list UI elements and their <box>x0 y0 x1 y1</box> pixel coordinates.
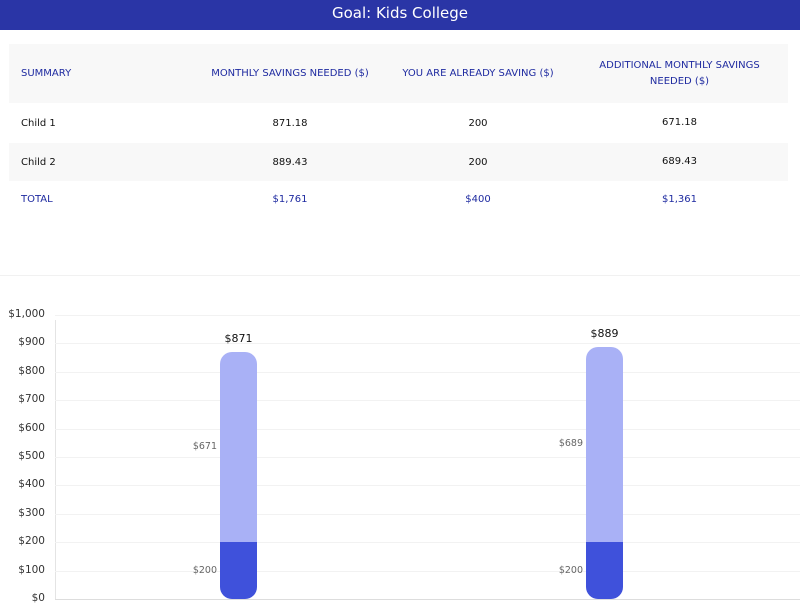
column-header-already-saving: YOU ARE ALREADY SAVING ($) <box>402 68 554 79</box>
y-tick-label: $300 <box>18 506 45 519</box>
y-tick-label: $200 <box>18 535 45 548</box>
gridline <box>55 315 800 316</box>
page-header: Goal: Kids College <box>0 0 800 30</box>
bar-total-label: $889 <box>590 326 619 340</box>
table-header-row: SUMMARY MONTHLY SAVINGS NEEDED ($) YOU A… <box>9 44 788 103</box>
y-tick-label: $900 <box>18 336 45 349</box>
total-already-saving: $400 <box>465 194 491 205</box>
bar-segment-already-saving <box>220 542 257 599</box>
gridline <box>55 570 800 572</box>
gridline <box>55 400 800 402</box>
bar-segment-label-already-saving: $200 <box>558 564 583 576</box>
table-row: Child 2 889.43 200 689.43 <box>9 143 788 181</box>
y-tick-label: $1,000 <box>8 308 45 320</box>
additional-needed-value: 689.43 <box>662 156 697 167</box>
total-label: TOTAL <box>21 194 53 205</box>
section-divider <box>0 275 800 276</box>
y-tick-label: $700 <box>18 393 45 406</box>
bar-segment-label-additional: $689 <box>558 438 583 450</box>
total-additional-needed: $1,361 <box>662 193 697 205</box>
y-axis-line <box>55 320 56 600</box>
bar-segment-already-saving <box>586 542 623 599</box>
gridline <box>55 485 800 487</box>
additional-needed-value: 671.18 <box>662 117 697 128</box>
monthly-needed-value: 889.43 <box>272 156 308 168</box>
y-tick-label: $400 <box>18 478 45 491</box>
column-header-monthly-needed: MONTHLY SAVINGS NEEDED ($) <box>211 68 369 79</box>
y-tick-label: $500 <box>18 450 45 462</box>
gridline <box>55 457 800 458</box>
bar-segment-label-additional: $671 <box>192 440 217 452</box>
column-header-additional-needed: ADDITIONAL MONTHLY SAVINGS NEEDED ($) <box>599 59 760 87</box>
gridline <box>55 371 800 373</box>
row-label: Child 1 <box>21 117 56 129</box>
row-label: Child 2 <box>21 156 56 168</box>
bar-segment-additional <box>220 351 257 543</box>
gridline <box>55 428 800 430</box>
bar-total-label: $871 <box>224 331 253 345</box>
y-tick-label: $0 <box>31 592 45 604</box>
table-total-row: TOTAL $1,761 $400 $1,361 <box>9 181 788 218</box>
y-tick-label: $800 <box>18 364 45 377</box>
table-row: Child 1 871.18 200 671.18 <box>9 103 788 143</box>
column-header-summary: SUMMARY <box>21 68 72 79</box>
gridline <box>55 343 800 345</box>
summary-table: SUMMARY MONTHLY SAVINGS NEEDED ($) YOU A… <box>9 44 788 218</box>
monthly-needed-value: 871.18 <box>272 117 308 129</box>
gridline <box>55 513 800 515</box>
page-title: Goal: Kids College <box>331 4 469 22</box>
gridline <box>55 542 800 544</box>
total-monthly-needed: $1,761 <box>272 194 308 205</box>
savings-bar-chart: $0 $100 $200 $300 $400 $500 $600 $700 $800 $900 $1… <box>0 300 800 606</box>
already-saving-value: 200 <box>468 156 488 168</box>
bar-segment-label-already-saving: $200 <box>192 564 217 576</box>
y-tick-label: $100 <box>18 563 45 576</box>
bar-segment-additional <box>586 346 623 543</box>
x-axis-line <box>55 599 800 600</box>
already-saving-value: 200 <box>468 117 488 129</box>
y-tick-label: $600 <box>18 421 45 434</box>
